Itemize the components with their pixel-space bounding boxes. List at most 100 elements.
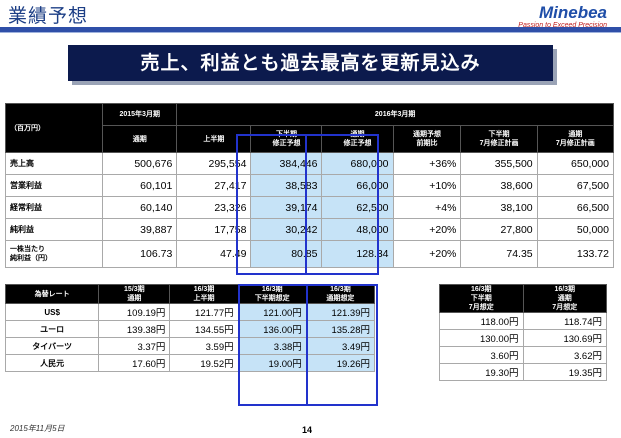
- fx-plan-col-header: 16/3期 下半期 7月想定: [439, 284, 524, 313]
- table-cell: 650,000: [536, 152, 615, 175]
- forecast-highlight-box: [236, 134, 379, 275]
- group-2016: 2016年3月期: [176, 103, 614, 126]
- table-cell: 19.26円: [305, 354, 376, 372]
- table-cell: 130.00円: [439, 329, 524, 347]
- table-cell: 3.37円: [98, 337, 171, 355]
- table-cell: 74.35: [460, 240, 538, 268]
- table-cell: 121.39円: [305, 303, 376, 321]
- row-label: 一株当たり 純利益（円）: [4, 240, 104, 268]
- row-label: 純利益: [4, 218, 104, 241]
- table-cell: +4%: [392, 196, 462, 219]
- fx-plan-table: 16/3期 下半期 7月想定 16/3期 通期 7月想定 118.00円 118.74円 1…: [439, 284, 607, 381]
- table-cell: 19.52円: [169, 354, 239, 372]
- table-row: 3.60円 3.62円: [439, 346, 607, 364]
- table-cell: 355,500: [460, 152, 538, 175]
- table-cell: 106.73: [102, 240, 178, 268]
- table-cell: +36%: [392, 152, 462, 175]
- fx-table: 為替レート 15/3期 通期 16/3期 上半期 16/3期 下半期想定 16/3期通…: [4, 284, 376, 372]
- row-label: タイバーツ: [4, 337, 100, 355]
- forecast-header-row-2: 通期 上半期 下半期 修正予想 通期 修正予想 通期予想 前期比 下半期 7月修正計画 …: [6, 125, 615, 153]
- table-cell: 130.69円: [522, 329, 607, 347]
- table-cell: +20%: [392, 240, 462, 268]
- fx-col-header: 15/3期 通期: [98, 284, 171, 304]
- fx-col-header: 16/3期 上半期: [169, 284, 239, 304]
- table-cell: 27,800: [460, 218, 538, 241]
- table-cell: 109.19円: [98, 303, 171, 321]
- fx-plan-header-row: 16/3期 下半期 7月想定 16/3期 通期 7月想定: [439, 284, 607, 313]
- table-row: 経常利益 60,140 23,326 39,174 62,500 +4% 38,100 66,…: [4, 196, 615, 219]
- table-cell: 3.60円: [439, 346, 524, 364]
- table-cell: 139.38円: [98, 320, 171, 338]
- table-cell: 3.49円: [305, 337, 376, 355]
- table-cell: 128.34: [321, 240, 394, 268]
- table-cell: 17,758: [176, 218, 252, 241]
- col-header: 通期: [102, 125, 178, 153]
- table-cell: 38,583: [250, 174, 323, 197]
- table-cell: +10%: [392, 174, 462, 197]
- table-row: 118.00円 118.74円: [439, 312, 607, 330]
- table-cell: 121.77円: [169, 303, 239, 321]
- table-cell: +20%: [392, 218, 462, 241]
- footer-date: 2015年11月5日: [10, 424, 65, 433]
- forecast-header-row-1: （百万円） 2015年3月期 2016年3月期: [4, 103, 614, 153]
- col-header: 上半期: [176, 125, 252, 153]
- fx-col-header: 16/3期 通期想定: [305, 284, 376, 304]
- table-cell: 19.30円: [439, 363, 524, 381]
- table-cell: 134.55円: [169, 320, 239, 338]
- table-row: 純利益 39,887 17,758 30,242 48,000 +20% 27,800 50,…: [4, 218, 615, 241]
- table-cell: 67,500: [536, 174, 615, 197]
- logo-tagline: Passion to Exceed Precision: [518, 22, 607, 29]
- table-cell: 66,500: [536, 196, 615, 219]
- table-cell: 118.00円: [439, 312, 524, 330]
- row-label: ユーロ: [4, 320, 100, 338]
- table-row: 一株当たり純利益（円）106.7347.4980.85128.34+20%74.…: [4, 240, 615, 268]
- row-label: 営業利益: [4, 174, 104, 197]
- forecast-table: （百万円） 2015年3月期 2016年3月期 通期 上半期 下半期 修正予想 通…: [4, 103, 615, 268]
- title-rule-thin: [0, 32, 621, 33]
- table-cell: 500,676: [102, 152, 178, 175]
- page-title: 業績予想: [8, 5, 89, 27]
- table-row: 130.00円 130.69円: [439, 329, 607, 347]
- table-cell: 3.38円: [237, 337, 307, 355]
- table-cell: 60,140: [102, 196, 178, 219]
- table-cell: 133.72: [536, 240, 615, 268]
- table-row: タイバーツ 3.37円 3.59円 3.38円 3.49円: [4, 337, 376, 355]
- group-2015: 2015年3月期: [102, 103, 178, 126]
- table-cell: 3.62円: [522, 346, 607, 364]
- row-label: 売上高: [4, 152, 104, 175]
- col-header: 通期 7月修正計画: [536, 125, 615, 153]
- table-cell: 50,000: [536, 218, 615, 241]
- title-rule: [0, 27, 621, 32]
- table-cell: 62,500: [321, 196, 394, 219]
- fx-highlight-box: [238, 284, 378, 406]
- table-cell: 39,174: [250, 196, 323, 219]
- table-cell: 19.35円: [522, 363, 607, 381]
- unit-label: （百万円）: [4, 103, 104, 153]
- fx-header-label: 為替レート: [4, 284, 100, 304]
- fx-header-row: 為替レート 15/3期 通期 16/3期 上半期 16/3期 下半期想定 16/3期通…: [4, 284, 376, 304]
- table-cell: 384,446: [250, 152, 323, 175]
- table-cell: 38,600: [460, 174, 538, 197]
- col-header: 通期予想 前期比: [392, 125, 462, 153]
- row-label: 経常利益: [4, 196, 104, 219]
- col-header: 下半期 7月修正計画: [460, 125, 538, 153]
- table-cell: 39,887: [102, 218, 178, 241]
- headline-banner: 売上、利益とも過去最高を更新見込み: [68, 45, 553, 81]
- fx-plan-body: 118.00円 118.74円 130.00円 130.69円 3.60円 3.62円 19…: [439, 312, 607, 381]
- table-cell: 3.59円: [169, 337, 239, 355]
- col-header: 通期 修正予想: [321, 125, 394, 153]
- logo-name: Minebea: [538, 3, 607, 22]
- fx-plan-col-header: 16/3期 通期 7月想定: [522, 284, 607, 313]
- table-cell: 135.28円: [305, 320, 376, 338]
- forecast-body: 売上高 500,676 295,554 384,446 680,000 +36% 355,5…: [4, 152, 615, 268]
- fx-body: US$ 109.19円 121.77円 121.00円 121.39円 ユーロ 139.38…: [4, 303, 376, 372]
- logo: Minebea Passion to Exceed Precision: [518, 4, 607, 30]
- table-cell: 30,242: [250, 218, 323, 241]
- table-cell: 60,101: [102, 174, 178, 197]
- table-cell: 66,000: [321, 174, 394, 197]
- page-number: 14: [302, 425, 313, 435]
- table-cell: 48,000: [321, 218, 394, 241]
- forecast-highlight-divider: [305, 136, 307, 273]
- table-row: US$ 109.19円 121.77円 121.00円 121.39円: [4, 303, 376, 321]
- table-row: 19.30円 19.35円: [439, 363, 607, 381]
